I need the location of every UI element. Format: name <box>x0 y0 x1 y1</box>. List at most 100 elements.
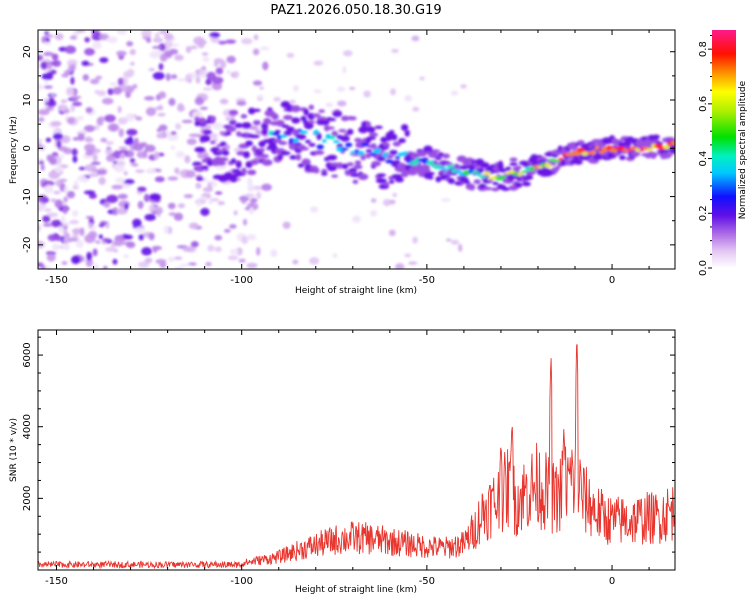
spectrogram-noise-blob <box>157 112 166 117</box>
spectrogram-ridge-blob <box>300 115 307 122</box>
spectrogram-noise-blob <box>113 239 125 247</box>
spectrogram-noise-blob <box>156 211 161 217</box>
spectrogram-noise-blob <box>99 57 109 63</box>
spectrogram-ridge-core <box>345 142 353 148</box>
spectrogram-noise-blob <box>58 178 68 182</box>
spectrogram-ridge-core <box>537 165 543 169</box>
spectrogram-noise-blob <box>106 194 118 204</box>
spectrogram-noise-blob <box>313 60 324 66</box>
spectrogram-noise-blob <box>100 137 108 143</box>
spectrogram-y-ticks: 20 10 0 -10 -20 <box>22 45 675 270</box>
spectrogram-noise-blob <box>112 207 119 216</box>
colorbar: 0.0 0.2 0.4 0.6 0.8 Normalized spectral ampl… <box>698 30 748 276</box>
spectrogram-noise-blob <box>218 40 227 45</box>
spectrogram-x-tick-label: -100 <box>230 275 253 286</box>
spectrogram-ridge-blob <box>331 130 338 137</box>
spectrogram-noise-blob <box>167 256 175 262</box>
spectrogram-ridge-blob <box>218 157 229 162</box>
spectrogram-noise-blob <box>127 136 133 141</box>
spectrogram-ridge-blob <box>366 126 376 133</box>
spectrogram-ridge-blob <box>278 140 288 146</box>
spectrogram-noise-blob <box>92 41 102 50</box>
spectrogram-ridge-blob <box>375 178 387 184</box>
spectrogram-noise-blob <box>95 240 101 244</box>
spectrogram-noise-blob <box>156 132 165 139</box>
spectrogram-noise-blob <box>63 237 69 245</box>
spectrogram-noise-blob <box>62 224 69 228</box>
spectrogram-ridge-blob <box>334 111 341 116</box>
spectrogram-noise-blob <box>242 218 248 226</box>
spectrogram-noise-blob <box>167 176 179 181</box>
spectrogram-noise-blob <box>96 169 107 175</box>
spectrogram-noise-blob <box>38 109 50 116</box>
spectrogram-ridge-core <box>439 166 446 170</box>
spectrogram-noise-blob <box>219 98 229 105</box>
spectrogram-ridge-blob <box>230 175 237 183</box>
spectrogram-noise-blob <box>135 116 143 121</box>
spectrogram-ridge-blob <box>431 149 441 153</box>
spectrogram-noise-blob <box>130 61 135 66</box>
spectrogram-noise-blob <box>126 241 136 249</box>
spectrogram-noise-blob <box>47 234 58 242</box>
spectrogram-noise-blob <box>107 88 114 96</box>
spectrogram-noise-blob <box>257 94 264 99</box>
spectrogram-ridge-blob <box>397 162 407 170</box>
spectrogram-noise-blob <box>173 212 184 221</box>
spectrogram-ridge-core <box>576 148 586 153</box>
spectrogram-noise-blob <box>236 100 247 106</box>
spectrogram-noise-blob <box>151 45 163 49</box>
spectrogram-ridge-blob <box>468 183 476 191</box>
spectrogram-noise-blob <box>60 99 68 104</box>
spectrogram-noise-blob <box>181 119 193 124</box>
spectrogram-ridge-core <box>409 161 419 166</box>
spectrogram-ridge-core <box>308 143 316 147</box>
spectrogram-noise-blob <box>256 191 262 200</box>
spectrogram-noise-blob <box>64 186 69 195</box>
spectrogram-ridge-blob <box>280 151 291 156</box>
spectrogram-ridge-core <box>385 159 394 164</box>
spectrogram-ridge-blob <box>318 109 326 113</box>
spectrogram-noise-blob <box>352 215 361 223</box>
spectrogram-noise-blob <box>59 154 65 158</box>
spectrogram-noise-blob <box>168 48 179 55</box>
spectrogram-noise-blob <box>112 86 123 95</box>
spectrogram-x-tick-label: 0 <box>609 275 615 286</box>
spectrogram-noise-blob <box>174 123 182 130</box>
spectrogram-ridge-blob <box>354 137 362 143</box>
spectrogram-noise-blob <box>111 184 123 190</box>
spectrogram-noise-blob <box>38 139 43 143</box>
spectrogram-noise-blob <box>88 173 100 177</box>
spectrogram-noise-blob <box>84 234 96 244</box>
spectrogram-noise-blob <box>66 117 75 125</box>
spectrogram-ridge-blob <box>507 174 515 182</box>
spectrogram-ridge-core <box>533 165 539 169</box>
spectrogram-noise-blob <box>66 190 76 199</box>
spectrogram-noise-blob <box>117 193 128 200</box>
spectrogram-ridge-blob <box>473 179 481 185</box>
spectrogram-noise-blob <box>259 86 264 90</box>
spectrogram-noise-blob <box>175 150 185 159</box>
spectrogram-noise-blob <box>163 33 174 41</box>
spectrogram-noise-blob <box>61 261 68 265</box>
spectrogram-ridge-blob <box>554 165 561 170</box>
snr-x-tick-label: -50 <box>419 576 435 587</box>
spectrogram-noise-blob <box>51 243 60 251</box>
spectrogram-noise-blob <box>45 38 51 43</box>
spectrogram-noise-blob <box>196 201 201 207</box>
spectrogram-noise-blob <box>51 53 59 61</box>
spectrogram-ridge-blob <box>346 128 354 135</box>
spectrogram-noise-blob <box>170 145 176 151</box>
spectrogram-ridge-core <box>271 132 280 136</box>
spectrogram-ridge-core <box>365 149 373 153</box>
spectrogram-noise-blob <box>72 101 83 107</box>
spectrogram-ridge-blob <box>501 187 511 191</box>
spectrogram-ridge-blob <box>630 150 641 157</box>
spectrogram-noise-blobs <box>38 30 467 269</box>
spectrogram-frame <box>37 29 676 270</box>
spectrogram-ridge-blob <box>290 105 301 113</box>
spectrogram-ridge-blob <box>483 186 493 191</box>
spectrogram-noise-blob <box>233 147 244 153</box>
spectrogram-noise-blob <box>101 97 114 105</box>
spectrogram-noise-blob <box>337 100 347 107</box>
spectrogram-ridge-blob <box>259 148 265 152</box>
